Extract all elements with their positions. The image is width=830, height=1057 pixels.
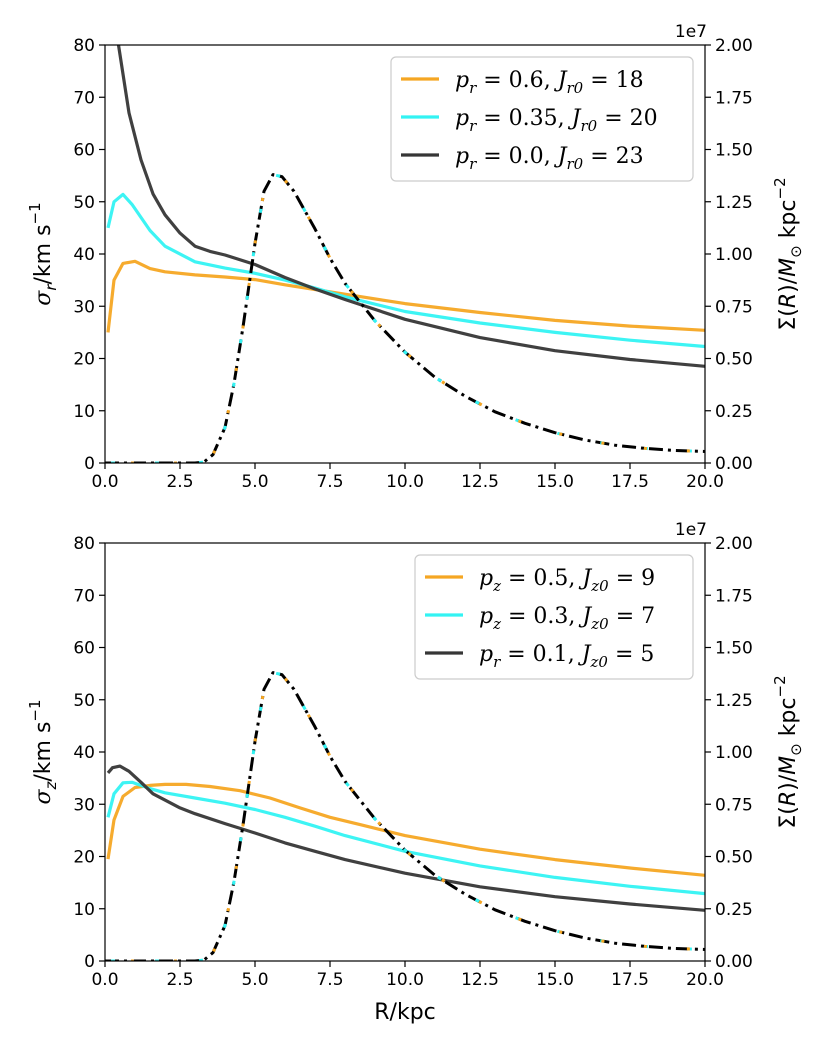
bottom-y-tick-label: 10 [73,900,95,920]
bottom-x-tick-label: 2.5 [166,970,193,990]
top-y-right-tick-label: 1.00 [715,245,753,265]
bottom-x-tick-label: 7.5 [316,970,343,990]
top-y-right-tick-label: 0.25 [715,402,753,422]
bottom-x-tick-label: 15.0 [536,970,574,990]
top-legend-label-0: pr = 0.6, Jr0 = 18 [455,68,644,97]
top-x-tick-label: 12.5 [461,472,499,492]
bottom-y-tick-label: 30 [73,795,95,815]
top-x-tick-label: 2.5 [166,472,193,492]
top-y-tick-label: 10 [73,402,95,422]
bottom-x-tick-label: 0.0 [91,970,118,990]
bottom-series-line-0 [106,782,705,877]
bottom-x-tick-label: 17.5 [611,970,649,990]
top-y-right-tick-label: 0.50 [715,350,753,370]
top-y-tick-label: 80 [73,36,95,56]
top-legend-box [390,56,694,182]
top-y-right-tick-label: 1.50 [715,141,753,161]
top-x-tick-label: 0.0 [91,472,118,492]
top-right-offset-label: 1e7 [675,22,707,42]
bottom-x-tick-label: 12.5 [461,970,499,990]
bottom-x-tick-label: 10.0 [386,970,424,990]
top-y-axis-label: σr/km s−1 [26,202,60,305]
top-plot-area [105,45,705,463]
top-y-tick-label: 30 [73,297,95,317]
bottom-x-tick-label: 20.0 [686,970,724,990]
top-x-tick-label: 20.0 [686,472,724,492]
bottom-panel: 0.0 2.5 5.0 7.5 10.0 12.5 15.0 17.5 20.0 0 10 20 30 4… [26,520,805,1025]
bottom-y-tick-label: 60 [73,639,95,659]
bottom-legend-box [414,554,694,680]
bottom-x-axis-label: R/kpc [374,1000,436,1025]
top-legend-label-2: pr = 0.0, Jr0 = 23 [455,144,644,173]
bottom-y-tick-label: 40 [73,743,95,763]
bottom-y-right-tick-label: 0.50 [715,848,753,868]
top-y-tick-label: 50 [73,193,95,213]
top-x-tick-label: 10.0 [386,472,424,492]
bottom-y-tick-label: 70 [73,586,95,606]
top-y-right-tick-label: 1.25 [715,193,753,213]
top-y-tick-label: 70 [73,88,95,108]
top-y-right-tick-label: 0.00 [715,454,753,474]
top-y-tick-label: 20 [73,350,95,370]
bottom-y-tick-label: 0 [84,952,95,972]
bottom-x-tick-label: 5.0 [241,970,268,990]
top-series-line-1 [106,192,705,349]
bottom-y-right-tick-label: 2.00 [715,534,753,554]
top-y-tick-label: 0 [84,454,95,474]
bottom-surface-density-line-1 [105,671,705,961]
top-legend-label-1: pr = 0.35, Jr0 = 20 [455,106,658,135]
bottom-legend-label-0: pz = 0.5, Jz0 = 9 [479,566,655,595]
bottom-y-right-tick-label: 0.75 [715,795,753,815]
bottom-y-tick-label: 50 [73,691,95,711]
bottom-surface-density-line-2 [105,671,705,961]
bottom-y-tick-label: 20 [73,848,95,868]
top-surface-density-line-0 [105,173,705,463]
top-x-tick-label: 5.0 [241,472,268,492]
top-x-tick-label: 15.0 [536,472,574,492]
top-x-tick-label: 17.5 [611,472,649,492]
bottom-y-right-tick-label: 1.50 [715,639,753,659]
top-y-tick-label: 40 [73,245,95,265]
top-y-right-tick-label: 0.75 [715,297,753,317]
bottom-plot-area [105,671,705,961]
bottom-y-right-axis-label: Σ(R)/M⊙ kpc−2 [771,675,805,828]
bottom-series-line-2 [106,764,705,912]
bottom-y-tick-label: 80 [73,534,95,554]
bottom-series-line-1 [106,780,705,896]
top-x-tick-label: 7.5 [316,472,343,492]
top-y-right-tick-label: 2.00 [715,36,753,56]
bottom-y-axis-label: σz/km s−1 [26,699,60,804]
bottom-y-right-tick-label: 1.00 [715,743,753,763]
top-series-line-0 [106,259,705,333]
top-series-line-2 [116,45,705,368]
bottom-legend-label-2: pr = 0.1, Jz0 = 5 [479,642,654,671]
bottom-y-right-tick-label: 1.75 [715,586,753,606]
top-panel: 0.0 2.5 5.0 7.5 10.0 12.5 15.0 17.5 20.0 0 10 20 30 4… [26,22,805,492]
top-y-tick-label: 60 [73,141,95,161]
bottom-surface-density-line-0 [105,671,705,961]
bottom-y-right-tick-label: 1.25 [715,691,753,711]
bottom-legend-label-1: pz = 0.3, Jz0 = 7 [479,604,655,633]
top-y-right-axis-label: Σ(R)/M⊙ kpc−2 [771,177,805,330]
bottom-right-offset-label: 1e7 [675,520,707,540]
bottom-y-right-tick-label: 0.25 [715,900,753,920]
bottom-y-right-tick-label: 0.00 [715,952,753,972]
top-y-right-tick-label: 1.75 [715,88,753,108]
